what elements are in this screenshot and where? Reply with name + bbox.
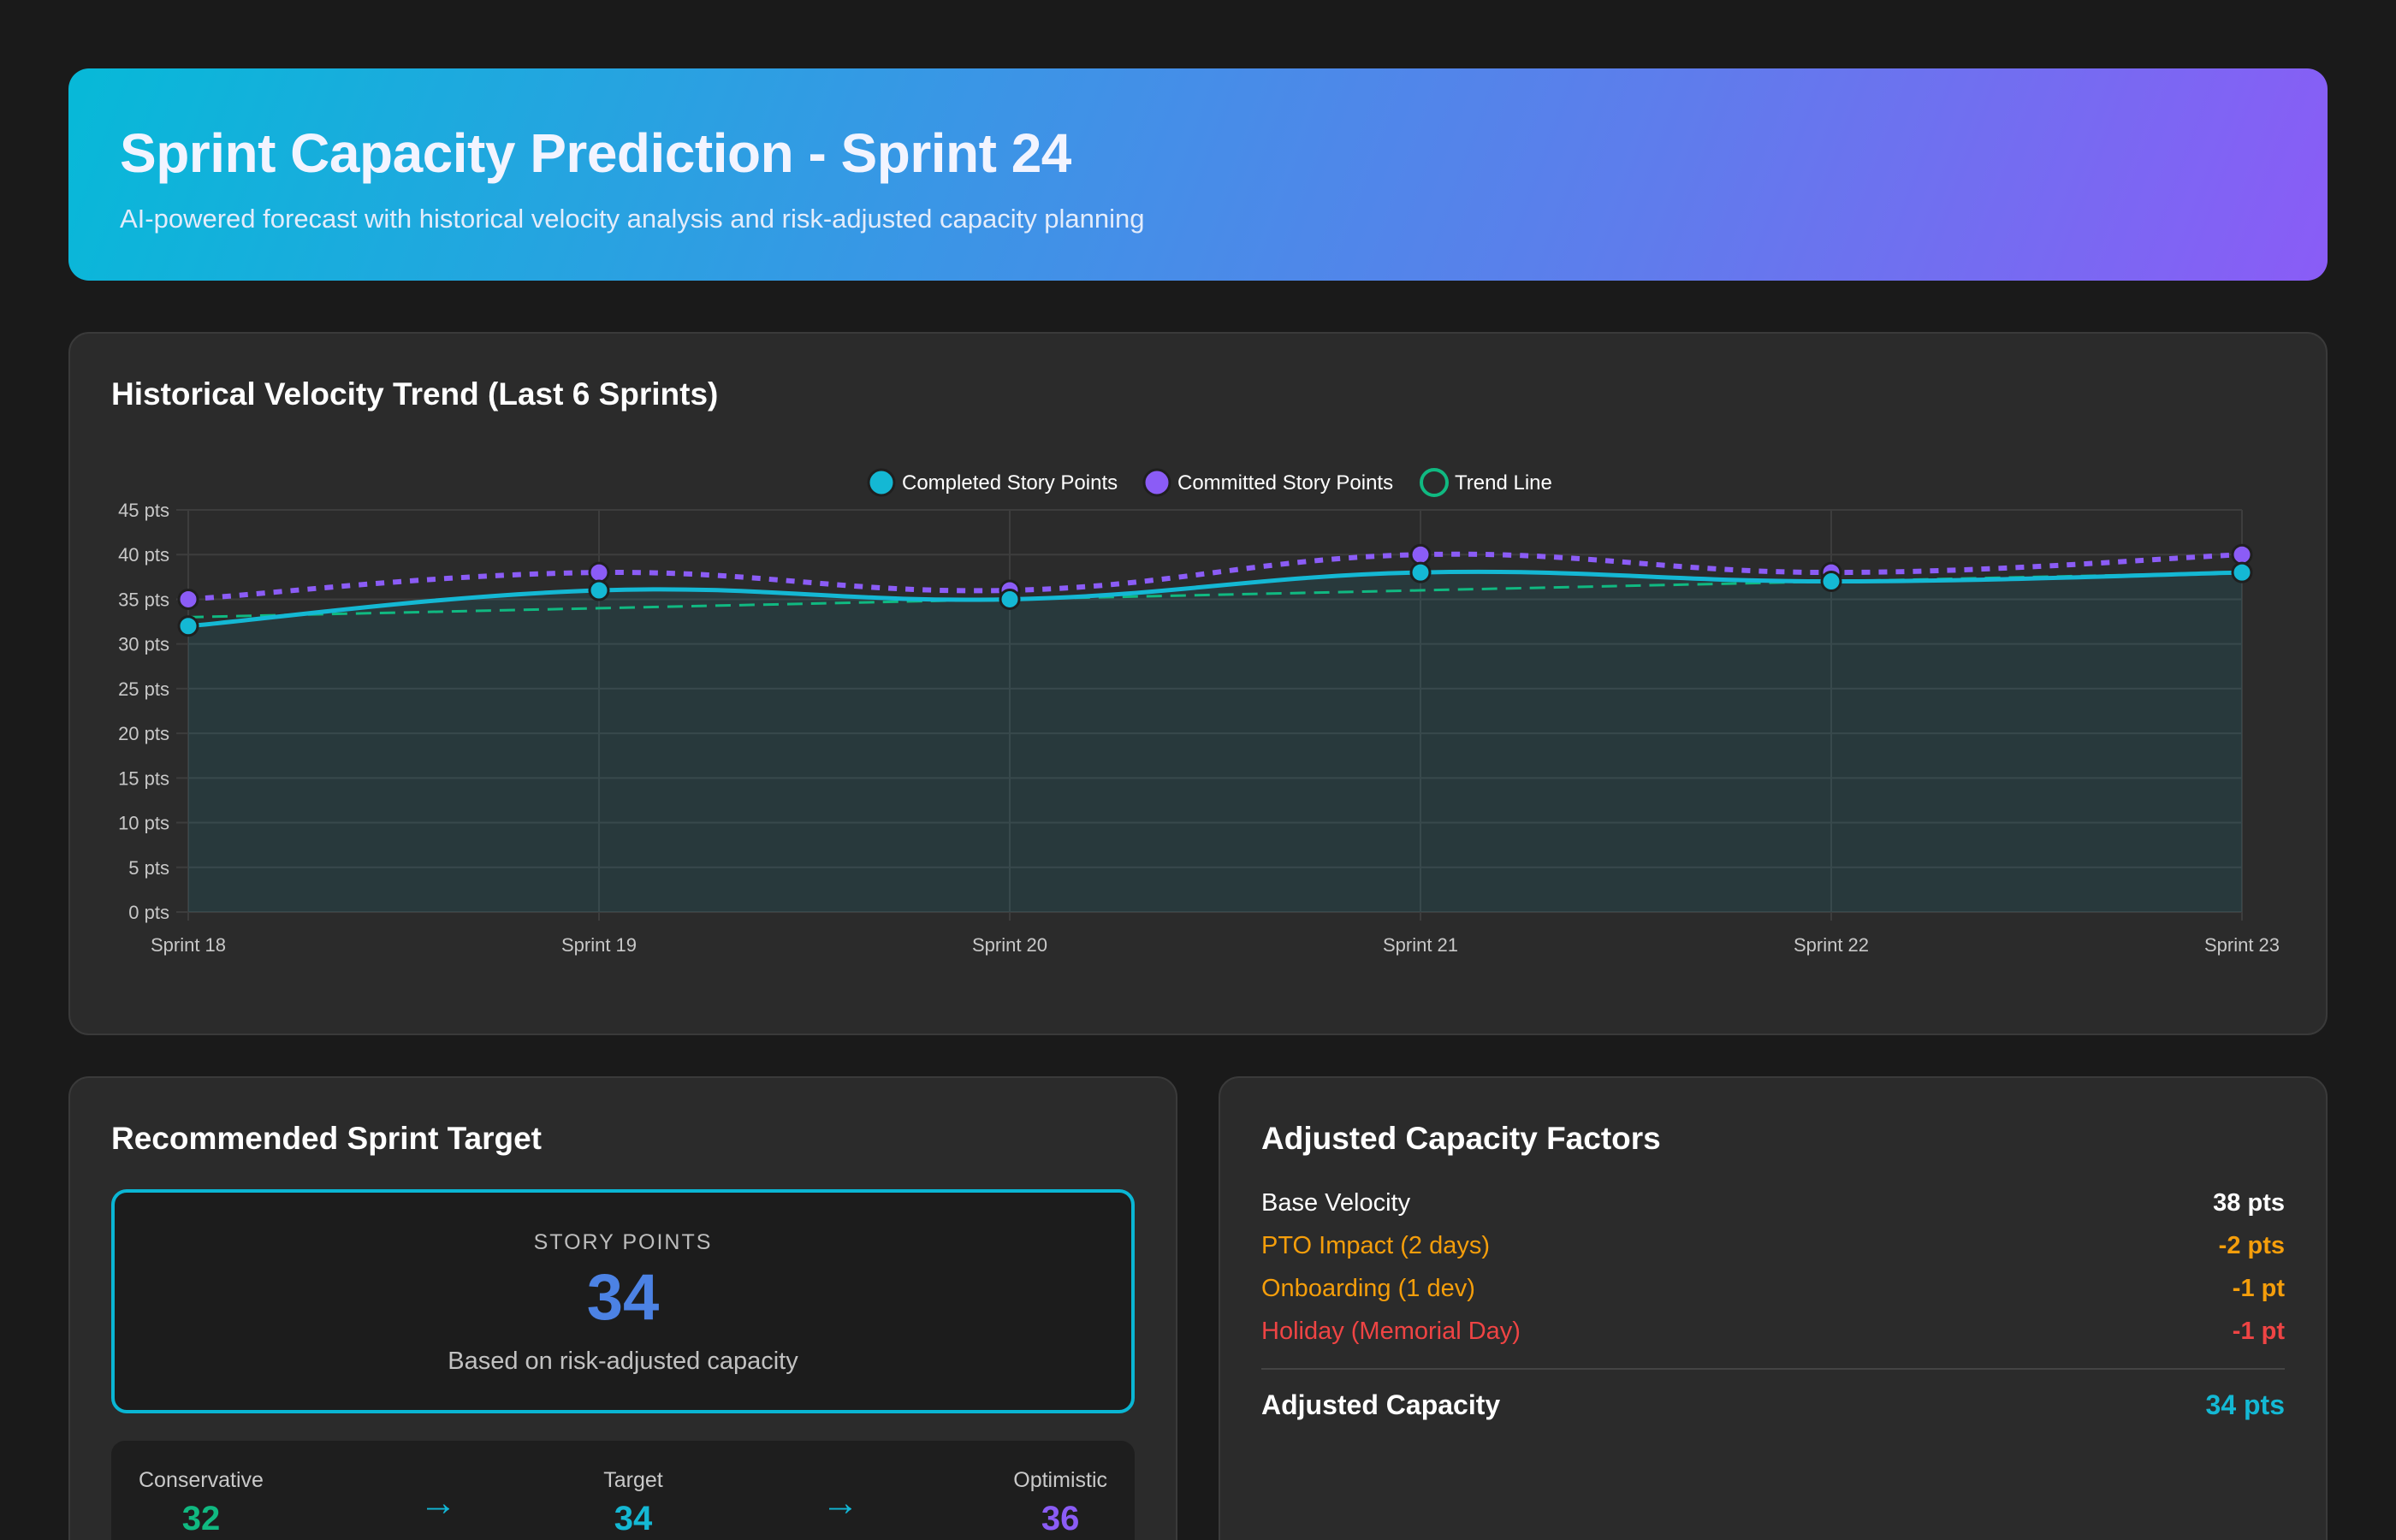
total-label: Adjusted Capacity (1261, 1389, 1501, 1420)
x-tick-label: Sprint 22 (1794, 934, 1869, 956)
y-tick-label: 45 pts (118, 500, 169, 521)
x-tick-label: Sprint 18 (151, 934, 226, 956)
y-tick-label: 0 pts (128, 902, 169, 923)
story-points-label: STORY POINTS (533, 1230, 713, 1254)
story-points-note: Based on risk-adjusted capacity (448, 1348, 798, 1375)
point-completed (2231, 561, 2253, 583)
x-tick-label: Sprint 21 (1383, 934, 1458, 956)
range-target: Target 34 (573, 1468, 693, 1538)
factor-row: PTO Impact (2 days) -2 pts (1261, 1232, 2285, 1260)
range-label: Conservative (139, 1468, 264, 1492)
sprint-target-card: Recommended Sprint Target STORY POINTS 3… (68, 1076, 1177, 1540)
y-tick-label: 30 pts (118, 634, 169, 655)
arrow-right-icon: → (419, 1482, 457, 1524)
divider (1261, 1368, 2285, 1370)
point-completed (1820, 571, 1842, 593)
story-points-value: 34 (586, 1261, 660, 1334)
x-tick-label: Sprint 19 (561, 934, 637, 956)
range-value: 34 (614, 1500, 653, 1537)
point-committed (588, 561, 610, 583)
point-committed (2231, 543, 2253, 566)
y-tick-label: 35 pts (118, 589, 169, 610)
arrow-right-icon: → (821, 1482, 859, 1524)
x-tick-label: Sprint 20 (972, 934, 1047, 956)
y-tick-label: 10 pts (118, 813, 169, 834)
completed-area (188, 572, 2242, 912)
factor-label: Holiday (Memorial Day) (1261, 1318, 1521, 1345)
factor-value: -2 pts (2218, 1232, 2285, 1259)
factor-row: Base Velocity 38 pts (1261, 1189, 2285, 1217)
page-header: Sprint Capacity Prediction - Sprint 24 A… (68, 68, 2328, 281)
point-completed (588, 579, 610, 601)
velocity-chart: 0 pts 5 pts 10 pts 15 pts 20 pts 25 pts 30 pts… (118, 468, 2280, 956)
factor-label: Base Velocity (1261, 1189, 1411, 1217)
range-label: Target (603, 1468, 663, 1492)
point-completed (177, 615, 199, 637)
point-committed (1409, 543, 1432, 566)
page-title: Sprint Capacity Prediction - Sprint 24 (120, 122, 1071, 184)
range-conservative: Conservative 32 (139, 1468, 264, 1538)
legend-label: Trend Line (1455, 471, 1552, 495)
page-subtitle: AI-powered forecast with historical velo… (120, 204, 1145, 234)
chart-title: Historical Velocity Trend (Last 6 Sprint… (111, 376, 719, 412)
y-tick-label: 15 pts (118, 767, 169, 789)
range-label: Optimistic (1013, 1468, 1107, 1492)
y-tick-label: 40 pts (118, 544, 169, 566)
legend-label: Completed Story Points (902, 471, 1118, 495)
total-value: 34 pts (2205, 1389, 2285, 1420)
factor-row: Onboarding (1 dev) -1 pt (1261, 1275, 2285, 1303)
velocity-chart-card: Historical Velocity Trend (Last 6 Sprint… (68, 332, 2328, 1035)
point-completed (1409, 561, 1432, 583)
factors-title: Adjusted Capacity Factors (1261, 1121, 1661, 1156)
factor-value: -1 pt (2232, 1318, 2285, 1345)
factor-row: Holiday (Memorial Day) -1 pt (1261, 1318, 2285, 1346)
range-optimistic: Optimistic 36 (1013, 1468, 1107, 1538)
factor-value: -1 pt (2232, 1275, 2285, 1302)
target-range: Conservative 32 → Target 34 → Optimistic… (111, 1441, 1135, 1540)
series-line-committed (187, 551, 2243, 602)
range-value: 36 (1041, 1500, 1080, 1537)
y-tick-label: 5 pts (128, 857, 169, 879)
point-completed (999, 588, 1021, 610)
target-title: Recommended Sprint Target (111, 1121, 543, 1156)
range-value: 32 (181, 1500, 221, 1537)
x-tick-label: Sprint 23 (2204, 934, 2280, 956)
factor-label: PTO Impact (2 days) (1261, 1232, 1490, 1259)
legend-swatch (1420, 468, 1449, 497)
story-points-box: STORY POINTS 34 Based on risk-adjusted c… (111, 1189, 1135, 1413)
legend-swatch (1142, 468, 1171, 497)
series-line-completed (187, 569, 2243, 629)
capacity-factors-card: Adjusted Capacity Factors Base Velocity … (1219, 1076, 2328, 1540)
y-tick-label: 25 pts (118, 678, 169, 700)
factor-label: Onboarding (1 dev) (1261, 1275, 1475, 1302)
point-committed (177, 588, 199, 610)
adjusted-capacity-row: Adjusted Capacity 34 pts (1261, 1389, 2285, 1421)
legend-label: Committed Story Points (1177, 471, 1393, 495)
y-tick-label: 20 pts (118, 723, 169, 744)
factor-value: 38 pts (2213, 1189, 2285, 1217)
legend-swatch (867, 468, 896, 497)
